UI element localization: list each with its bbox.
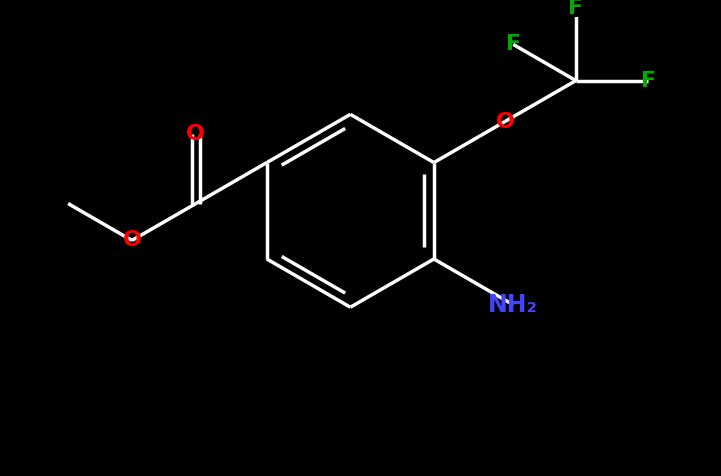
Text: O: O: [495, 111, 514, 131]
Text: F: F: [641, 70, 656, 90]
Text: O: O: [186, 124, 205, 144]
Text: NH₂: NH₂: [488, 293, 538, 317]
Text: F: F: [568, 0, 583, 18]
Text: O: O: [123, 230, 141, 250]
Text: F: F: [505, 34, 521, 54]
